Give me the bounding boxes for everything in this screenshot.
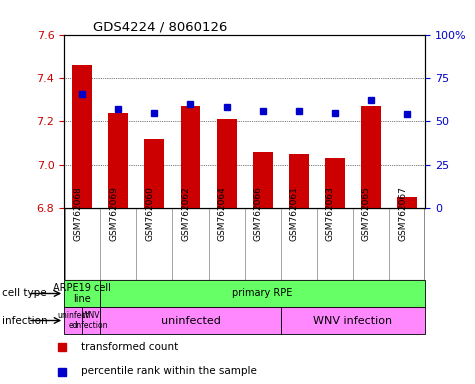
Text: ARPE19 cell
line: ARPE19 cell line	[53, 283, 111, 304]
Text: GSM762060: GSM762060	[145, 186, 154, 241]
Bar	[144, 139, 164, 208]
Text: GSM762069: GSM762069	[109, 186, 118, 241]
Text: primary RPE: primary RPE	[232, 288, 293, 298]
Bar	[281, 307, 425, 334]
Bar	[100, 307, 281, 334]
Bar	[64, 307, 82, 334]
Bar	[82, 307, 100, 334]
Text: GSM762063: GSM762063	[326, 186, 335, 241]
Text: GSM762068: GSM762068	[73, 186, 82, 241]
Text: GSM762061: GSM762061	[290, 186, 299, 241]
Bar	[361, 106, 381, 208]
Text: percentile rank within the sample: percentile rank within the sample	[81, 366, 256, 376]
Bar	[289, 154, 309, 208]
Text: GDS4224 / 8060126: GDS4224 / 8060126	[93, 20, 228, 33]
Text: GSM762062: GSM762062	[181, 186, 190, 241]
Bar	[397, 197, 417, 208]
Text: transformed count: transformed count	[81, 341, 178, 351]
Bar	[72, 65, 92, 208]
Text: infection: infection	[2, 316, 48, 326]
Text: uninfect
ed: uninfect ed	[57, 311, 89, 330]
Text: WNV infection: WNV infection	[314, 316, 392, 326]
Bar	[325, 158, 345, 208]
Bar	[217, 119, 237, 208]
Text: GSM762064: GSM762064	[218, 186, 227, 241]
Text: GSM762067: GSM762067	[398, 186, 407, 241]
Text: GSM762065: GSM762065	[362, 186, 371, 241]
Text: GSM762066: GSM762066	[254, 186, 263, 241]
Text: cell type: cell type	[2, 288, 47, 298]
Bar	[253, 152, 273, 208]
Text: uninfected: uninfected	[161, 316, 220, 326]
Bar	[108, 113, 128, 208]
Bar	[180, 106, 200, 208]
Text: WNV
infection: WNV infection	[75, 311, 108, 330]
Bar	[64, 280, 100, 307]
